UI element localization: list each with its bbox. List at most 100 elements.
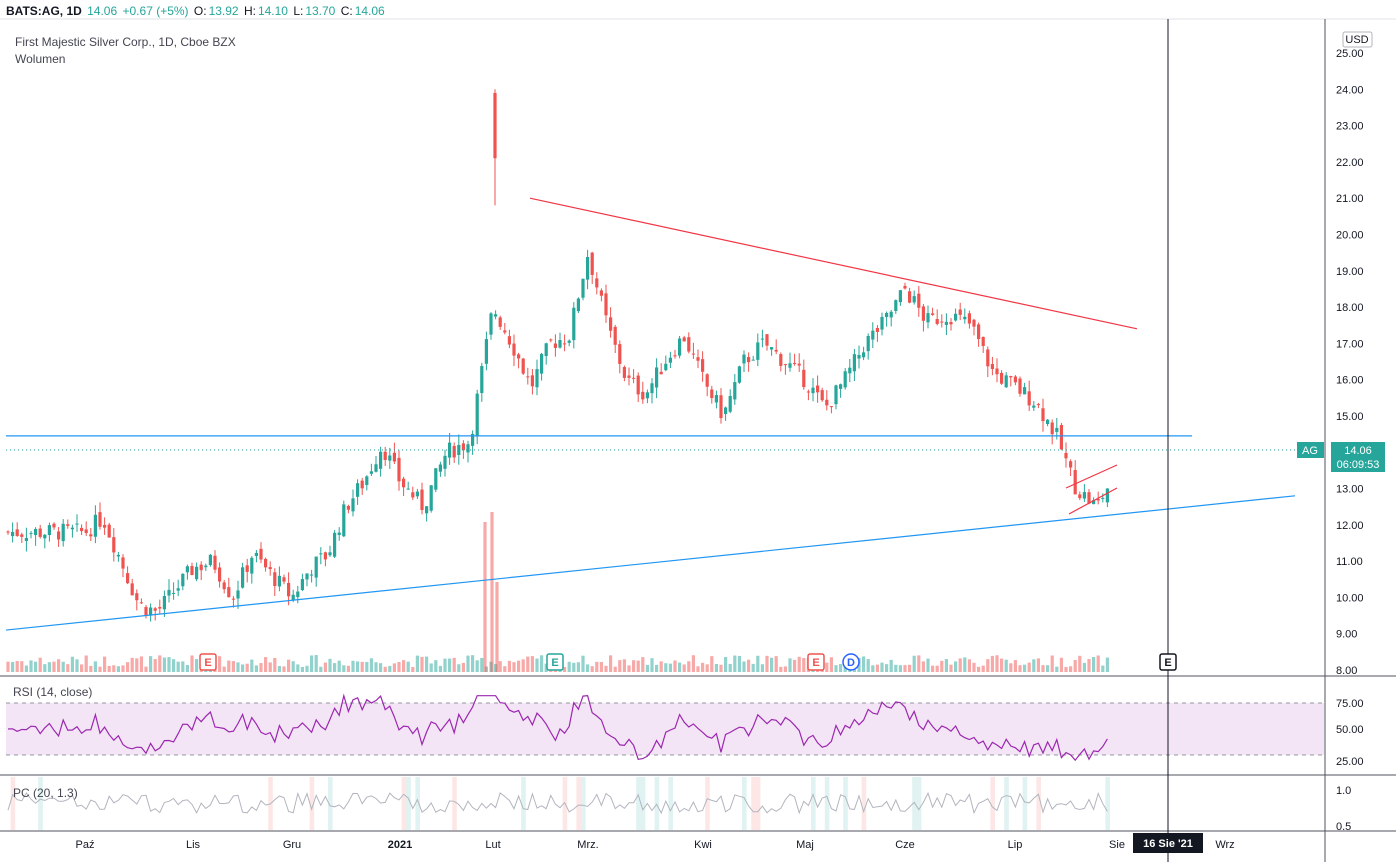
candle-body [259,548,263,560]
volume-bar [172,659,176,672]
volume-bar [434,660,438,672]
candle-body [848,367,852,374]
candle-body [949,322,953,325]
crosshair-date-bg [1133,833,1203,853]
volume-bar [314,655,318,672]
volume-bar [144,666,148,672]
chart-title[interactable]: First Majestic Silver Corp., 1D, Cboe BZ… [15,35,236,49]
price-tick-label: 11.00 [1336,556,1363,568]
candle-body [553,343,557,348]
volume-bar [825,662,829,672]
candle-body [227,587,231,598]
candle-body [218,567,222,582]
pc-highlight [990,777,995,830]
volume-bar [981,665,985,672]
volume-bar [236,662,240,672]
candle-body [517,354,521,359]
candle-body [1009,376,1013,378]
candle-body [995,368,999,375]
candle-body [981,336,985,347]
candle-body [351,498,355,512]
red-trendline[interactable] [529,197,1138,330]
candle-body [544,343,548,357]
candle-body [494,314,498,317]
rsi-tick-label: 25.00 [1336,756,1364,768]
candle-body [779,354,783,366]
candle-body [383,451,387,460]
candle-body [783,364,787,366]
volume-bar [231,661,235,672]
volume-bar [599,662,603,672]
volume-bar [15,661,19,672]
volume-bar [802,657,806,672]
candle-body [121,557,125,569]
volume-bar [862,656,866,672]
price-tag-bg [1331,442,1385,472]
volume-bar [337,660,341,672]
volume-bar [967,659,971,672]
candle-body [61,523,65,542]
candle-body [162,595,166,610]
volume-bar [116,666,120,672]
candle-body [572,307,576,341]
time-axis[interactable]: Paź Lis Gru 2021 Lut Mrz. Kwi Maj Cze Lip Sie Wrz [76,839,1235,851]
volume-bar [954,661,958,672]
candle-body [305,573,309,580]
candle-body [618,344,622,364]
volume-bar [540,655,544,672]
price-tag-symbol-bg [1297,442,1324,458]
candle-body [811,387,815,394]
volume-bar [1073,660,1077,672]
symbol-name[interactable]: BATS:AG, 1D [6,4,82,18]
pc-highlight [640,777,646,830]
volume-bar [1096,655,1100,672]
pc-title[interactable]: PC (20, 1.3) [13,786,78,800]
volume-bar [645,664,649,672]
volume-bar [921,661,925,672]
candle-body [1050,422,1054,435]
volume-bar [1036,658,1040,672]
time-tick-label: Lis [186,839,201,851]
candle-body [273,572,277,586]
volume-bar [678,662,682,672]
pc-highlight [916,777,922,830]
candle-body [687,337,691,352]
candle-body [1004,375,1008,388]
candle-body [921,306,925,321]
volume-bar [162,657,166,672]
candle-body [990,364,994,369]
volume-bar [158,655,162,672]
candle-body [98,512,102,527]
currency-box[interactable] [1342,31,1373,48]
time-tick-label: Wrz [1215,839,1234,851]
volume-bar [107,666,111,672]
rsi-title[interactable]: RSI (14, close) [13,685,93,699]
volume-bar [705,664,709,672]
volume-bar [1018,665,1022,672]
volume-bar [480,657,484,672]
candle-body [213,555,217,570]
price-axis[interactable]: 25.00 24.00 23.00 22.00 21.00 20.00 19.00 18.00… [1336,48,1364,833]
candle-body [1096,498,1100,501]
candle-body [411,492,415,498]
volume-bar [57,659,61,672]
blue-support-line[interactable] [5,495,1296,631]
candle-body [756,342,760,360]
volume-label[interactable]: Wolumen [15,52,66,66]
volume-bar [1092,656,1096,672]
volume-bar [990,655,994,672]
candle-body [277,575,281,587]
candle-body [659,371,663,375]
candle-body [291,594,295,601]
volume-bar [673,660,677,672]
channel-top-line[interactable] [1065,464,1118,489]
candle-body [898,290,902,303]
candle-body [241,567,245,588]
candle-body [668,357,672,363]
volume-bar [986,659,990,672]
channel-bottom-line[interactable] [1068,487,1118,515]
candle-body [342,504,346,537]
candle-body [645,392,649,399]
candle-body [894,300,898,311]
